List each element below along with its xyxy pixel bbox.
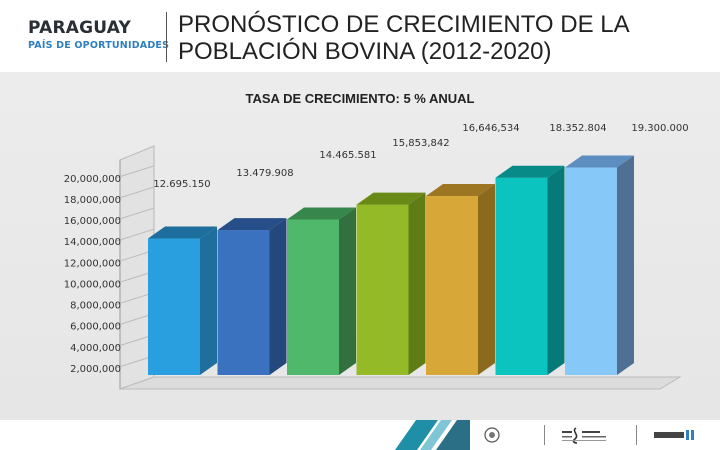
bar-side (269, 218, 287, 375)
bar-side (478, 184, 495, 375)
bar-side (339, 207, 356, 375)
header-divider (166, 12, 167, 62)
bar-chart: TASA DE CRECIMIENTO: 5 % ANUAL 2,000,000 4… (64, 91, 689, 390)
y-gridline (115, 207, 155, 221)
y-tick-label: 10,000,000 (64, 279, 121, 290)
bar-data-label: 18.352.804 (549, 123, 606, 134)
bar-top (287, 207, 356, 220)
y-gridline (115, 355, 155, 369)
bar-side (617, 155, 634, 375)
y-tick-label: 18,000,000 (64, 195, 121, 206)
slide-title: PRONÓSTICO DE CRECIMIENTO DE LA POBLACIÓ… (178, 11, 698, 65)
bar-side (547, 165, 565, 375)
bar (565, 167, 617, 375)
y-gridline (115, 292, 155, 306)
chart-title: TASA DE CRECIMIENTO: 5 % ANUAL (246, 91, 475, 106)
header: PARAGUAY PAÍS DE OPORTUNIDADES PRONÓSTIC… (0, 0, 720, 72)
bar (356, 204, 409, 375)
bar (426, 196, 478, 375)
bar-top (565, 155, 634, 168)
footer-stripe-band2 (420, 420, 452, 450)
bar-data-label: 16,646,534 (462, 123, 519, 134)
y-tick-label: 12,000,000 (64, 258, 121, 269)
footer (0, 420, 720, 450)
bar-data-label: 12.695.150 (153, 179, 210, 190)
y-tick-label: 14,000,000 (64, 237, 121, 248)
rediex-logo (654, 426, 704, 444)
bar-side (200, 226, 217, 375)
y-tick-label: 2,000,000 (70, 364, 121, 375)
bar (495, 177, 548, 375)
y-gridline (115, 270, 155, 284)
chart-floor (119, 376, 682, 390)
ministry-seal-icon (484, 427, 500, 443)
logo-separator (636, 425, 637, 445)
y-gridline (115, 313, 155, 327)
y-tick-label: 20,000,000 (64, 174, 121, 185)
y-gridline (115, 249, 155, 263)
bar-side (408, 192, 426, 375)
brand-tagline: PAÍS DE OPORTUNIDADES (28, 40, 170, 51)
y-tick-label: 8,000,000 (70, 301, 121, 312)
bar-data-label: 13.479.908 (236, 168, 293, 179)
slide-title-line2: POBLACIÓN BOVINA (2012-2020) (178, 38, 552, 65)
bar-top (495, 165, 565, 178)
y-gridline (115, 186, 155, 200)
bar-top (217, 218, 287, 231)
brand-name: PARAGUAY (28, 18, 131, 38)
bar-data-label: 15,853,842 (392, 138, 449, 149)
y-gridline (115, 228, 155, 242)
slide-title-line1: PRONÓSTICO DE CRECIMIENTO DE LA (178, 11, 630, 38)
government-logo (562, 426, 632, 444)
logo-separator (544, 425, 545, 445)
bar (287, 219, 339, 375)
bar-top (356, 192, 426, 205)
bar (148, 238, 200, 375)
y-gridline (115, 334, 155, 348)
bar (217, 230, 270, 375)
y-gridline (115, 165, 155, 179)
y-tick-label: 16,000,000 (64, 216, 121, 227)
ministry-logo (484, 426, 500, 444)
bar-data-label: 19.300.000 (631, 123, 688, 134)
government-logo-icon (562, 427, 606, 444)
y-tick-label: 6,000,000 (70, 322, 121, 333)
footer-stripe-band1 (395, 420, 438, 450)
bar-data-label: 14.465.581 (319, 150, 376, 161)
rediex-logo-icon (654, 430, 694, 440)
bar-top (426, 184, 495, 197)
bar-top (148, 226, 217, 239)
footer-logos (470, 420, 720, 450)
y-tick-label: 4,000,000 (70, 343, 121, 354)
